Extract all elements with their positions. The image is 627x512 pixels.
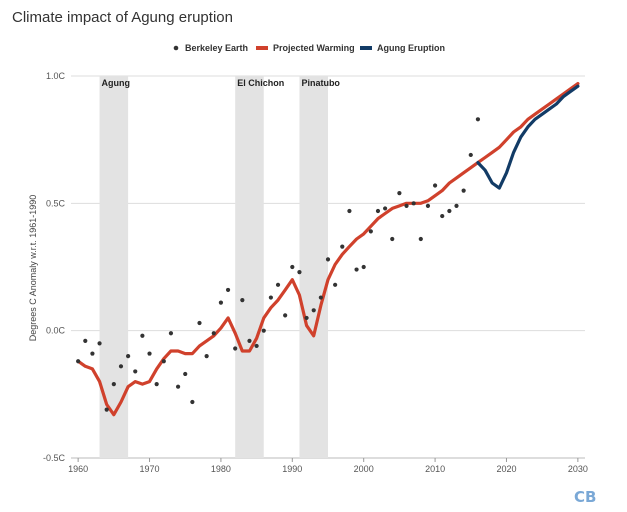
series-layer: [76, 82, 580, 417]
eruption-bands: Agung El Chichon Pinatubo: [99, 76, 340, 458]
data-point: [111, 382, 116, 387]
eruption-band-label: Agung: [102, 78, 131, 88]
data-point: [468, 152, 473, 158]
data-point: [347, 208, 352, 214]
data-point: [268, 295, 273, 300]
data-point: [190, 399, 195, 405]
data-point: [297, 269, 302, 275]
eruption-band: [99, 76, 129, 458]
y-tick-label: 0.5C: [46, 198, 66, 208]
x-tick-label: 1970: [140, 464, 160, 474]
data-point: [254, 343, 259, 349]
data-point: [233, 346, 238, 351]
data-point: [168, 331, 174, 336]
data-point: [247, 338, 252, 343]
y-axis-label: Degrees C Anomaly w.r.t. 1961-1990: [28, 195, 38, 342]
data-point: [211, 331, 216, 336]
data-point: [318, 295, 323, 300]
data-point: [397, 191, 402, 196]
data-point: [118, 364, 124, 369]
data-point: [368, 229, 373, 234]
eruption-band-label: Pinatubo: [301, 78, 340, 88]
data-point: [140, 333, 145, 338]
legend-label: Projected Warming: [273, 43, 355, 53]
legend-label: Berkeley Earth: [185, 43, 248, 53]
data-point: [183, 371, 188, 377]
data-point: [354, 267, 359, 272]
data-point: [340, 244, 345, 249]
eruption-band: [235, 76, 264, 458]
data-point: [283, 313, 288, 318]
data-point: [76, 359, 81, 364]
data-point: [383, 206, 388, 211]
data-point: [333, 282, 338, 287]
data-point: [104, 407, 109, 412]
data-point: [197, 320, 202, 326]
data-point: [154, 382, 159, 387]
legend-marker: [173, 45, 179, 51]
data-point: [218, 300, 224, 305]
data-point: [240, 298, 245, 303]
y-tick-label: -0.5C: [43, 453, 66, 463]
x-tick-label: 2020: [496, 464, 516, 474]
x-tick-label: 1980: [211, 464, 231, 474]
legend-label: Agung Eruption: [377, 43, 445, 53]
legend: Berkeley Earth Projected Warming Agung Eru…: [173, 43, 445, 53]
chart-title: Climate impact of Agung eruption: [12, 9, 233, 26]
data-point: [290, 264, 295, 270]
data-point: [447, 208, 452, 214]
x-tick-label: 2000: [354, 464, 374, 474]
data-point: [425, 203, 431, 208]
data-point: [175, 384, 181, 389]
data-point: [126, 354, 131, 359]
data-point: [90, 351, 95, 356]
eruption-band-label: El Chichon: [237, 78, 284, 88]
series-line-agung-eruption: [476, 84, 580, 190]
data-point: [261, 328, 266, 333]
data-point: [97, 341, 102, 346]
data-point: [418, 236, 423, 242]
series-line-projected-warming: [76, 82, 580, 417]
data-point: [390, 236, 395, 242]
data-point: [404, 203, 409, 208]
data-point: [275, 282, 281, 287]
x-tick-label: 1990: [282, 464, 302, 474]
data-point: [304, 315, 309, 321]
carbon-brief-logo: CB: [574, 488, 596, 506]
data-point: [325, 257, 331, 262]
x-tick-label: 2030: [568, 464, 588, 474]
data-point: [204, 354, 209, 359]
x-tick-label: 1960: [68, 464, 88, 474]
data-point: [375, 208, 381, 214]
data-point: [225, 287, 231, 293]
y-tick-label: 0.0C: [46, 326, 66, 336]
data-point: [411, 201, 416, 206]
data-point: [147, 351, 152, 356]
data-point: [440, 213, 445, 219]
eruption-band: [299, 76, 328, 458]
data-point: [133, 369, 138, 374]
data-point: [83, 338, 88, 343]
data-point: [361, 264, 366, 270]
data-point: [311, 308, 316, 313]
data-point: [161, 359, 166, 364]
data-point: [454, 203, 459, 208]
data-point: [432, 183, 438, 188]
x-tick-label: 2010: [425, 464, 445, 474]
data-point: [475, 117, 481, 122]
y-tick-label: 1.0C: [46, 71, 66, 81]
data-point: [461, 188, 466, 193]
